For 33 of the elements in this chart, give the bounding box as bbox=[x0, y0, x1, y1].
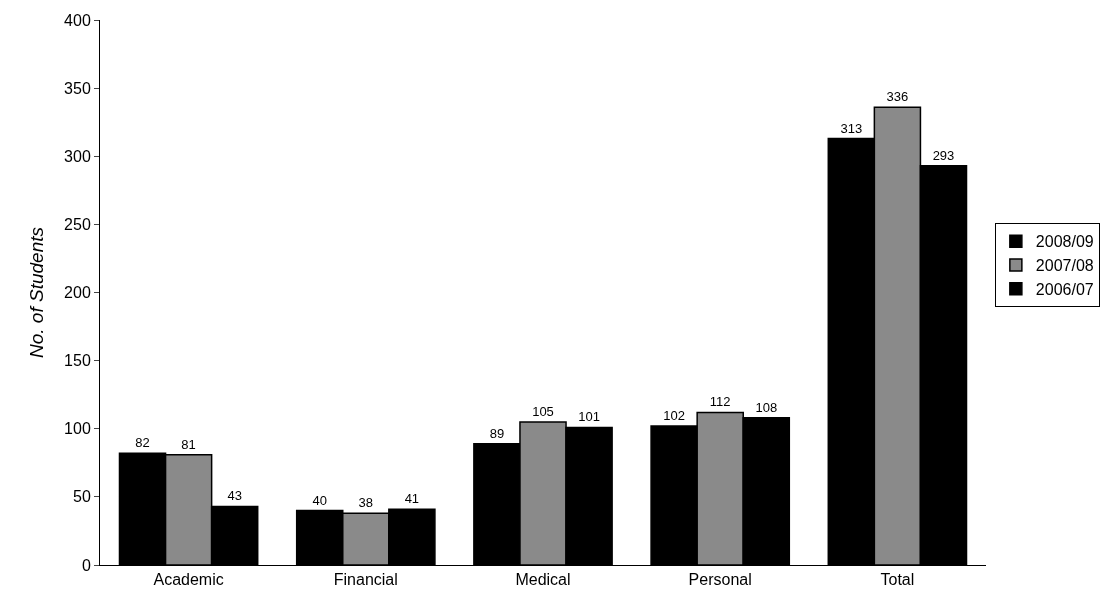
y-tick-label: 200 bbox=[64, 284, 91, 302]
legend-label: 2007/08 bbox=[1035, 257, 1094, 275]
x-tick-label: Total bbox=[880, 571, 915, 589]
x-tick-label: Financial bbox=[333, 571, 398, 589]
x-tick-label: Medical bbox=[515, 571, 571, 589]
data-label: 313 bbox=[840, 120, 863, 136]
y-tick-label: 150 bbox=[64, 352, 91, 370]
legend-label: 2006/07 bbox=[1035, 280, 1094, 298]
data-label: 41 bbox=[404, 491, 420, 507]
data-label: 105 bbox=[532, 403, 554, 419]
y-tick-label: 350 bbox=[64, 79, 91, 97]
data-label: 108 bbox=[755, 399, 778, 415]
y-tick-label: 0 bbox=[81, 556, 91, 574]
y-axis-title: No. of Students bbox=[25, 226, 47, 358]
data-label: 101 bbox=[578, 409, 600, 425]
data-label: 336 bbox=[886, 89, 909, 105]
data-label: 40 bbox=[312, 492, 327, 508]
y-tick-label: 50 bbox=[73, 488, 91, 506]
y-tick-label: 250 bbox=[64, 215, 91, 233]
data-label: 102 bbox=[663, 408, 685, 424]
y-tick-label: 100 bbox=[64, 420, 91, 438]
data-label: 82 bbox=[135, 435, 150, 451]
data-label: 293 bbox=[932, 147, 955, 163]
data-label: 112 bbox=[709, 394, 731, 410]
data-label: 38 bbox=[358, 495, 374, 511]
data-label: 43 bbox=[227, 488, 242, 504]
x-tick-label: Academic bbox=[153, 571, 224, 589]
y-tick-label: 300 bbox=[64, 147, 91, 165]
x-tick-label: Personal bbox=[688, 571, 752, 589]
data-label: 89 bbox=[489, 425, 505, 441]
data-label: 81 bbox=[181, 436, 196, 452]
y-tick-label: 400 bbox=[64, 11, 91, 29]
legend-label: 2008/09 bbox=[1035, 233, 1094, 251]
